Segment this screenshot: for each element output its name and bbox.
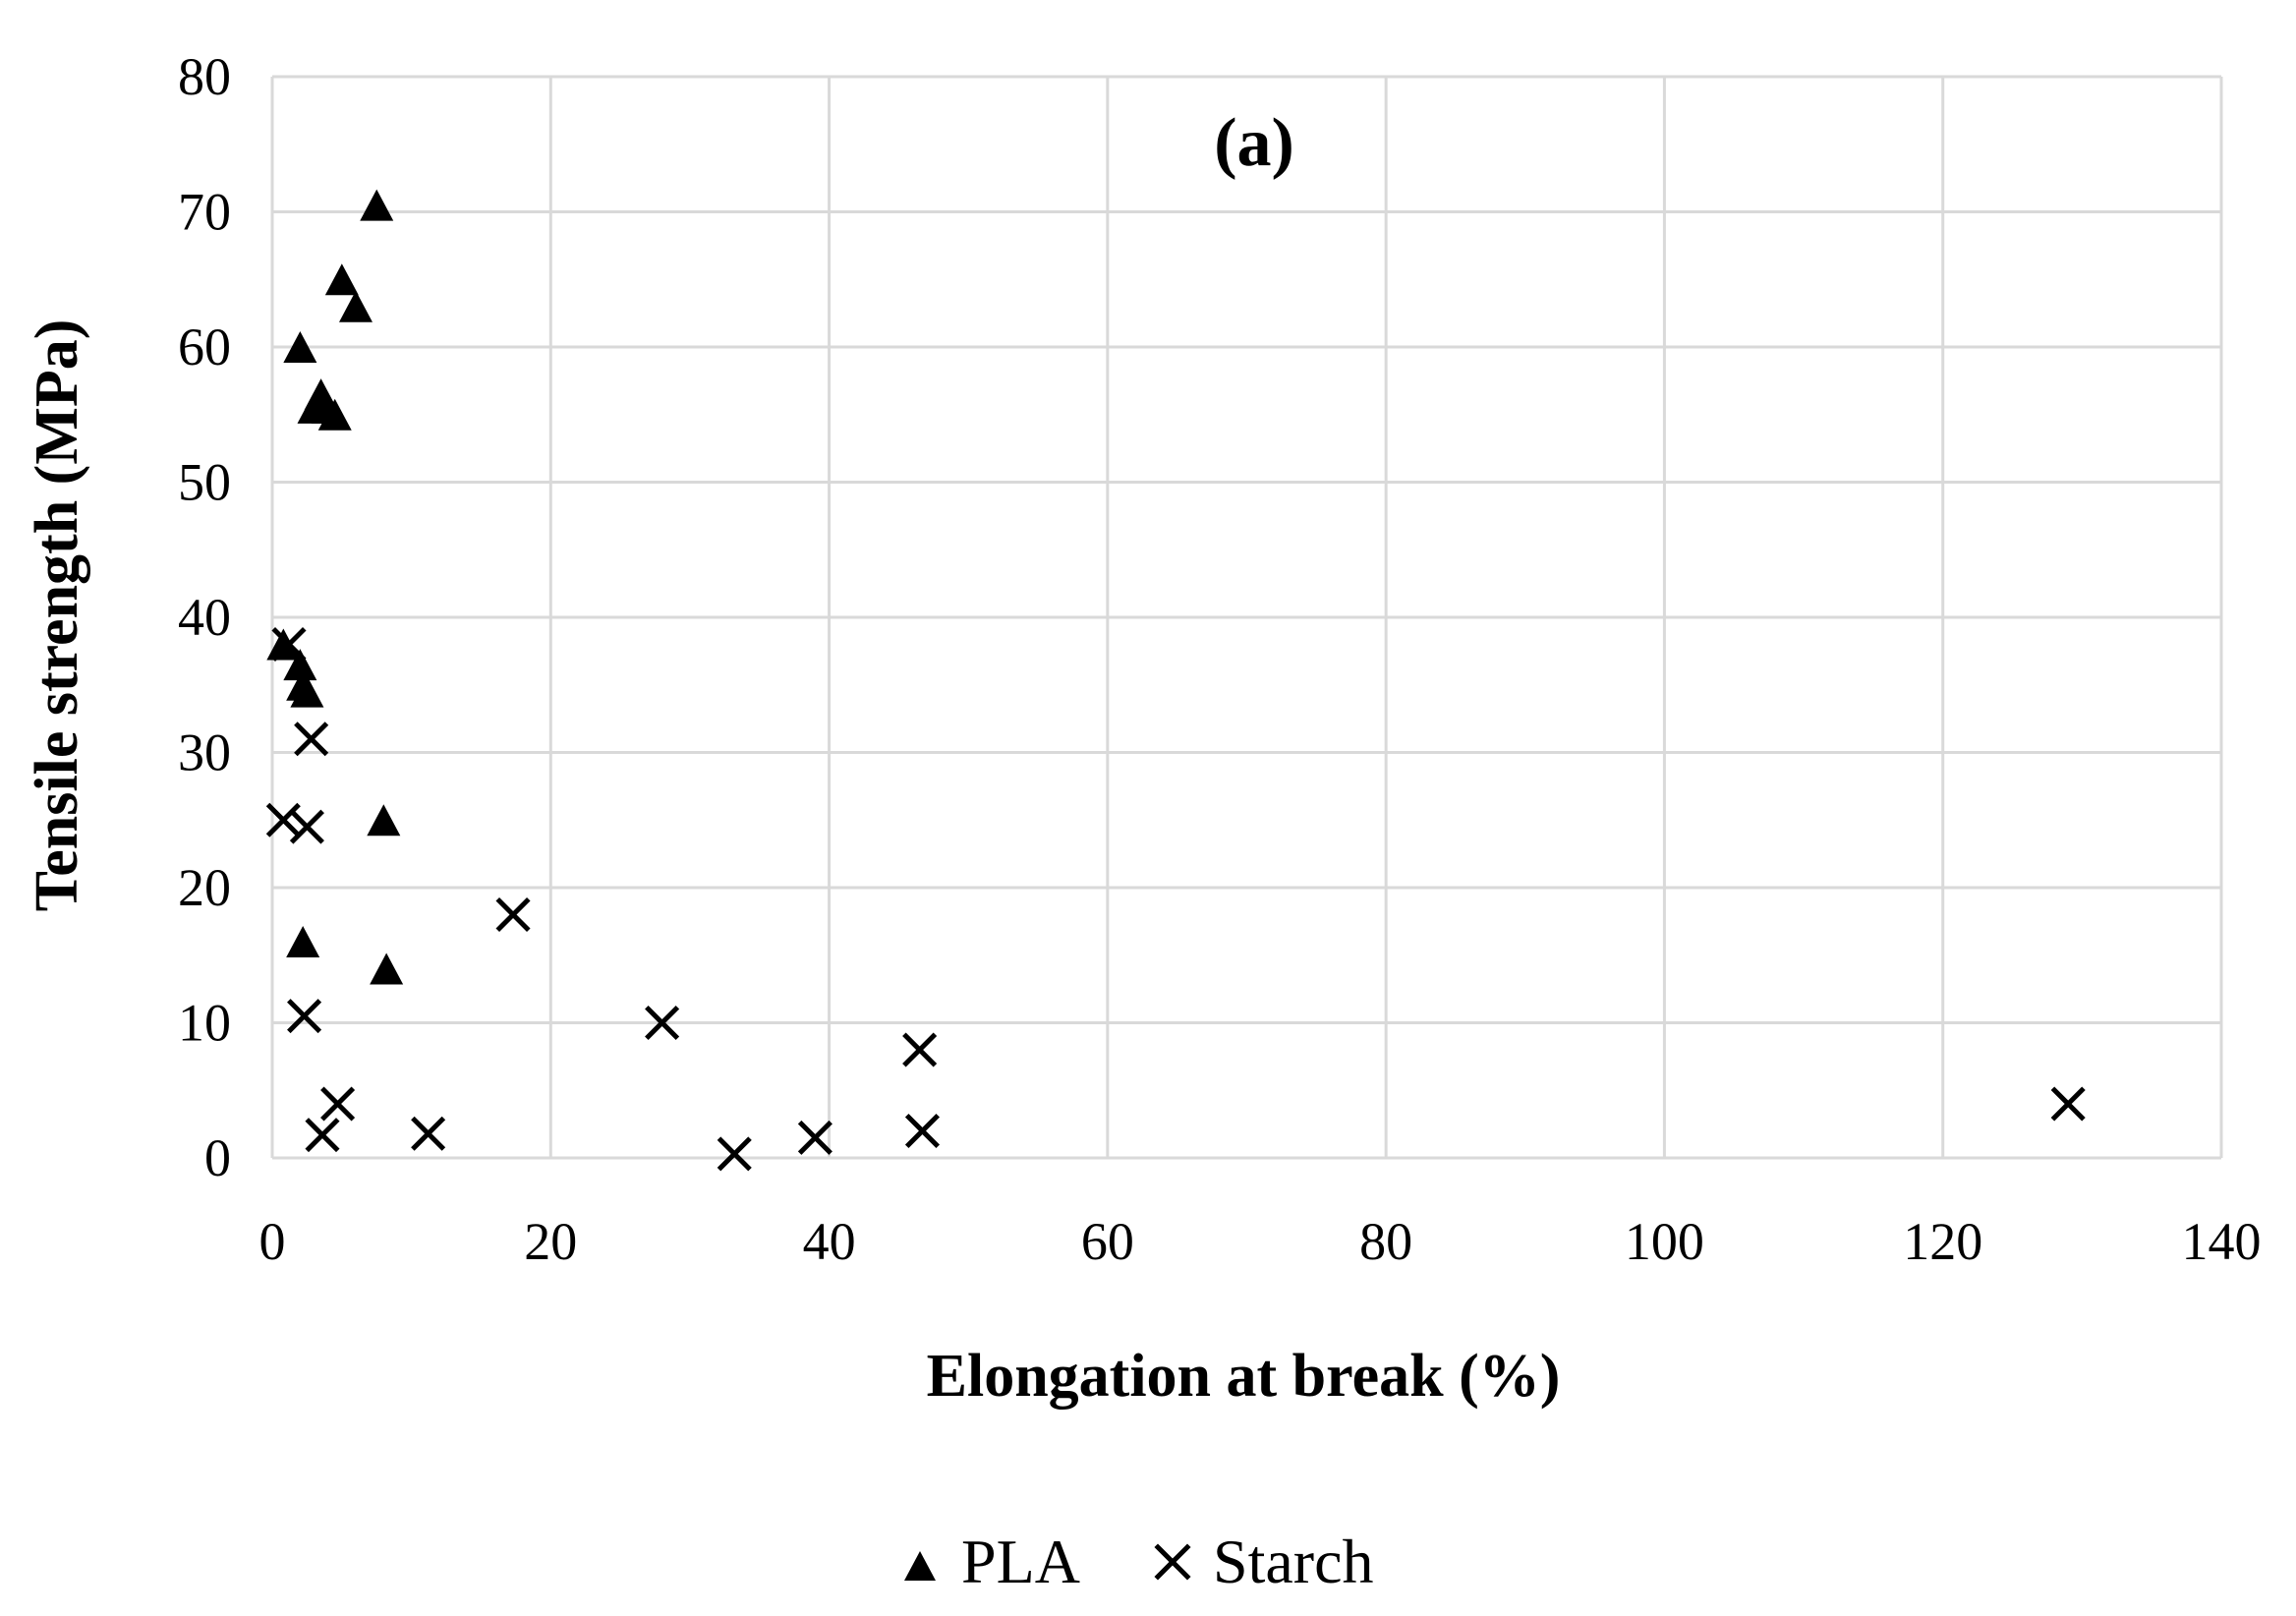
legend-marker-pla [904, 1551, 936, 1581]
gridlines [270, 75, 2223, 1160]
x-tick-label: 100 [1625, 1212, 1704, 1271]
point-starch [645, 1005, 680, 1041]
data-points [265, 189, 2086, 1172]
point-starch [289, 809, 324, 844]
point-starch [287, 999, 322, 1034]
point-pla [317, 398, 352, 431]
y-tick-label: 70 [178, 183, 231, 242]
point-starch [294, 721, 329, 757]
legend-label-starch: Starch [1213, 1527, 1374, 1596]
point-pla [370, 952, 404, 985]
x-tick-label: 20 [524, 1212, 577, 1271]
legend-label-pla: PLA [961, 1527, 1080, 1596]
point-starch [320, 1086, 356, 1122]
point-pla [286, 926, 320, 957]
point-starch [411, 1116, 446, 1151]
x-tick-label: 140 [2182, 1212, 2262, 1271]
legend-marker-starch [1154, 1543, 1191, 1581]
x-tick-label: 120 [1903, 1212, 1982, 1271]
point-starch [797, 1120, 832, 1155]
x-tick-label: 40 [803, 1212, 856, 1271]
point-starch [271, 626, 307, 663]
point-pla [266, 628, 301, 661]
legend: PLA Starch [904, 1527, 1374, 1596]
x-tick-labels: 0 20 40 60 80 100 120 140 [259, 1212, 2262, 1271]
panel-label: (a) [1214, 105, 1294, 181]
point-pla [283, 649, 317, 681]
y-tick-label: 0 [204, 1128, 231, 1187]
point-starch [305, 1118, 340, 1153]
point-starch [904, 1113, 941, 1149]
y-tick-label: 20 [178, 858, 231, 917]
y-axis-title: Tensile strength (MPa) [24, 319, 90, 912]
y-tick-label: 10 [178, 994, 231, 1053]
point-starch [2050, 1086, 2086, 1122]
x-tick-label: 60 [1081, 1212, 1134, 1271]
point-pla [290, 675, 324, 708]
x-tick-label: 80 [1359, 1212, 1412, 1271]
x-tick-label: 0 [259, 1212, 286, 1271]
y-tick-label: 80 [178, 47, 231, 106]
point-pla [360, 189, 394, 221]
y-tick-label: 60 [178, 317, 231, 376]
point-starch [717, 1136, 752, 1172]
point-starch [495, 896, 531, 933]
y-tick-label: 50 [178, 453, 231, 512]
point-pla [324, 263, 359, 296]
y-tick-labels: 0 10 20 30 40 50 60 70 80 [178, 47, 231, 1187]
y-tick-label: 40 [178, 588, 231, 647]
x-axis-title: Elongation at break (%) [927, 1343, 1561, 1410]
point-pla [283, 331, 317, 363]
point-pla [367, 804, 401, 837]
point-starch [902, 1032, 938, 1068]
y-tick-label: 30 [178, 723, 231, 782]
point-pla [338, 290, 373, 322]
